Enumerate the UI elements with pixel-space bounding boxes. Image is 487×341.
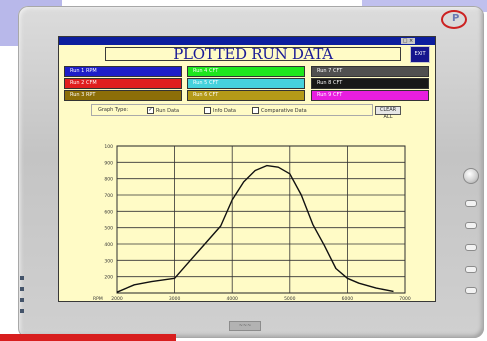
side-button[interactable]	[465, 200, 477, 207]
option-run-data-label: Run Data	[156, 108, 180, 114]
option-info-data[interactable]: Info Data	[204, 107, 236, 114]
indicator-led	[20, 298, 24, 302]
side-button[interactable]	[465, 266, 477, 273]
side-button[interactable]	[465, 244, 477, 251]
y-tick-label: 700	[104, 193, 113, 199]
x-tick-label: 5000	[284, 296, 296, 302]
bezel-nameplate: ~~~	[229, 321, 261, 331]
indicator-led	[20, 287, 24, 291]
y-tick-label: 500	[104, 226, 113, 232]
x-tick-label: 3000	[169, 296, 181, 302]
checkbox-run-data[interactable]: ✓	[147, 107, 154, 114]
y-tick-label: 200	[104, 275, 113, 281]
title-bar: □ ×	[59, 37, 435, 45]
red-accent-strip	[0, 334, 176, 341]
series-line	[116, 164, 394, 293]
indicator-led	[20, 276, 24, 280]
x-tick-label: 7000	[399, 296, 411, 302]
brand-logo: P	[441, 10, 467, 29]
run-legend-item[interactable]: Run 4 CFT	[187, 66, 305, 77]
y-tick-label: 600	[104, 209, 113, 215]
x-axis-label: RPM	[93, 296, 103, 302]
option-comparative-data[interactable]: Comparative Data	[252, 107, 307, 114]
graph-type-panel: Graph Type: ✓ Run Data Info Data Comparat…	[91, 104, 373, 116]
exit-button[interactable]: EXIT	[410, 46, 430, 63]
option-info-data-label: Info Data	[213, 108, 236, 114]
run-legend-item[interactable]: Run 9 CFT	[311, 90, 429, 101]
app-screen: □ × PLOTTED RUN DATA EXIT Run 1 RPM Run 2…	[58, 36, 436, 302]
option-comparative-data-label: Comparative Data	[261, 108, 307, 114]
run-legend-item[interactable]: Run 1 RPM	[64, 66, 182, 77]
power-knob[interactable]	[463, 168, 479, 184]
y-tick-label: 400	[104, 242, 113, 248]
indicator-led	[20, 309, 24, 313]
window-controls[interactable]: □ ×	[401, 38, 415, 44]
y-tick-label: 300	[104, 258, 113, 264]
x-tick-label: 4000	[226, 296, 238, 302]
y-tick-label: 800	[104, 177, 113, 183]
clear-all-button[interactable]: CLEAR ALL	[375, 106, 401, 120]
side-button[interactable]	[465, 222, 477, 229]
x-tick-label: 6000	[342, 296, 354, 302]
page-title: PLOTTED RUN DATA	[105, 47, 401, 62]
graph-type-label: Graph Type:	[98, 107, 129, 113]
checkbox-comparative-data[interactable]	[252, 107, 259, 114]
checkbox-info-data[interactable]	[204, 107, 211, 114]
run-legend-item[interactable]: Run 7 CFT	[311, 66, 429, 77]
logo-glyph: P	[452, 13, 460, 24]
y-tick-label: 900	[104, 160, 113, 166]
side-button[interactable]	[465, 287, 477, 294]
run-legend-item[interactable]: Run 2 CFM	[64, 78, 182, 89]
y-tick-label: 100	[104, 144, 113, 150]
run-legend-item[interactable]: Run 3 RPT	[64, 90, 182, 101]
run-data-chart: 100 900 800 700 600 500 400 300 200 2000 3000 4000 5…	[93, 144, 411, 302]
x-tick-label: 2000	[111, 296, 123, 302]
run-legend-item[interactable]: Run 6 CFT	[187, 90, 305, 101]
run-legend-item[interactable]: Run 5 CFT	[187, 78, 305, 89]
option-run-data[interactable]: ✓ Run Data	[147, 107, 179, 114]
run-legend-item[interactable]: Run 8 CFT	[311, 78, 429, 89]
plot-area	[116, 145, 406, 294]
